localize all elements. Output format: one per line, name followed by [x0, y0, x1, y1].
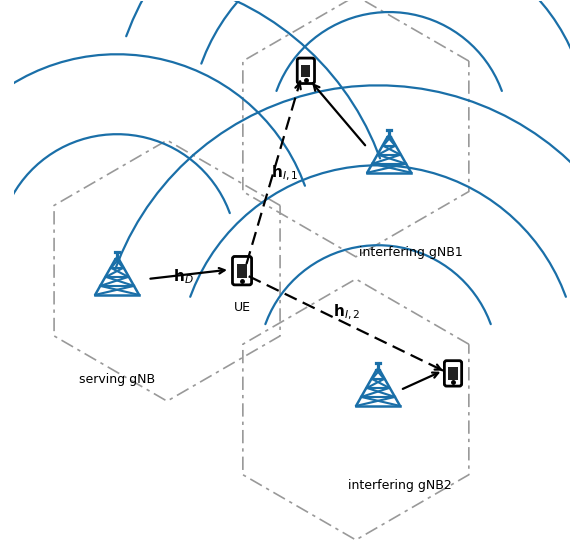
Text: $\mathbf{h}_{I,1}$: $\mathbf{h}_{I,1}$: [271, 164, 298, 183]
Text: $\mathbf{h}_D$: $\mathbf{h}_D$: [173, 267, 194, 286]
Text: interfering gNB2: interfering gNB2: [349, 479, 452, 492]
FancyBboxPatch shape: [444, 360, 461, 386]
FancyBboxPatch shape: [297, 58, 315, 84]
Text: interfering gNB1: interfering gNB1: [360, 246, 463, 259]
FancyBboxPatch shape: [232, 257, 252, 285]
Text: serving gNB: serving gNB: [79, 373, 155, 386]
Text: UE: UE: [234, 301, 251, 314]
Bar: [449, 367, 457, 380]
Bar: [237, 263, 247, 278]
Bar: [301, 65, 311, 77]
Text: $\mathbf{h}_{I,2}$: $\mathbf{h}_{I,2}$: [333, 302, 360, 322]
